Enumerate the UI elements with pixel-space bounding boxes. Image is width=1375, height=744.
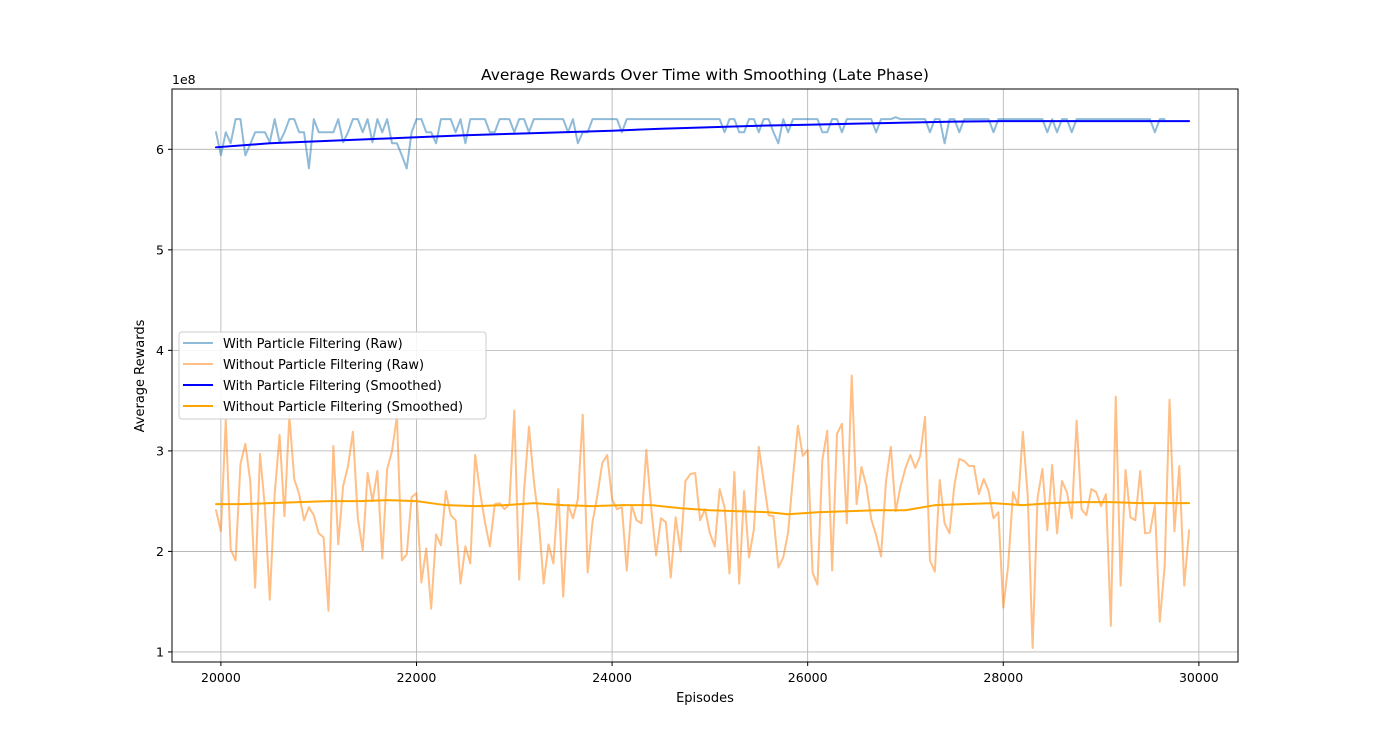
legend-box [178, 331, 487, 420]
plot-frame [171, 88, 1239, 663]
y-tick-label: 5 [156, 242, 164, 257]
y-tick-label: 2 [156, 544, 164, 559]
without-pf-raw-line [215, 374, 1191, 649]
legend: With Particle Filtering (Raw) Without Pa… [178, 331, 487, 420]
without-pf-smoothed-line [215, 499, 1191, 516]
x-axis-label: Episodes [676, 691, 734, 706]
chart-title: Average Rewards Over Time with Smoothing… [481, 66, 929, 84]
series-group [215, 116, 1191, 649]
legend-label-without-pf-raw: Without Particle Filtering (Raw) [223, 358, 424, 373]
x-tick-label: 26000 [788, 670, 828, 685]
y-tick-label: 1 [156, 644, 164, 659]
y-tick-label: 6 [156, 142, 164, 157]
y-tick-label: 3 [156, 443, 164, 458]
axis-ticks: 20000 22000 24000 26000 28000 30000 1 2 3 4 5 6 [156, 142, 1219, 685]
x-tick-label: 24000 [592, 670, 632, 685]
legend-label-with-pf-smoothed: With Particle Filtering (Smoothed) [223, 379, 442, 394]
legend-label-without-pf-smoothed: Without Particle Filtering (Smoothed) [223, 400, 463, 415]
x-tick-label: 20000 [201, 670, 241, 685]
y-tick-label: 4 [156, 343, 164, 358]
y-scale-label: 1e8 [172, 72, 196, 87]
x-tick-label: 22000 [397, 670, 437, 685]
x-tick-label: 30000 [1179, 670, 1219, 685]
legend-label-with-pf-raw: With Particle Filtering (Raw) [223, 337, 403, 352]
with-pf-raw-line [215, 116, 1166, 170]
x-tick-label: 28000 [983, 670, 1023, 685]
with-pf-smoothed-line [215, 120, 1191, 149]
y-axis-label: Average Rewards [133, 319, 148, 432]
